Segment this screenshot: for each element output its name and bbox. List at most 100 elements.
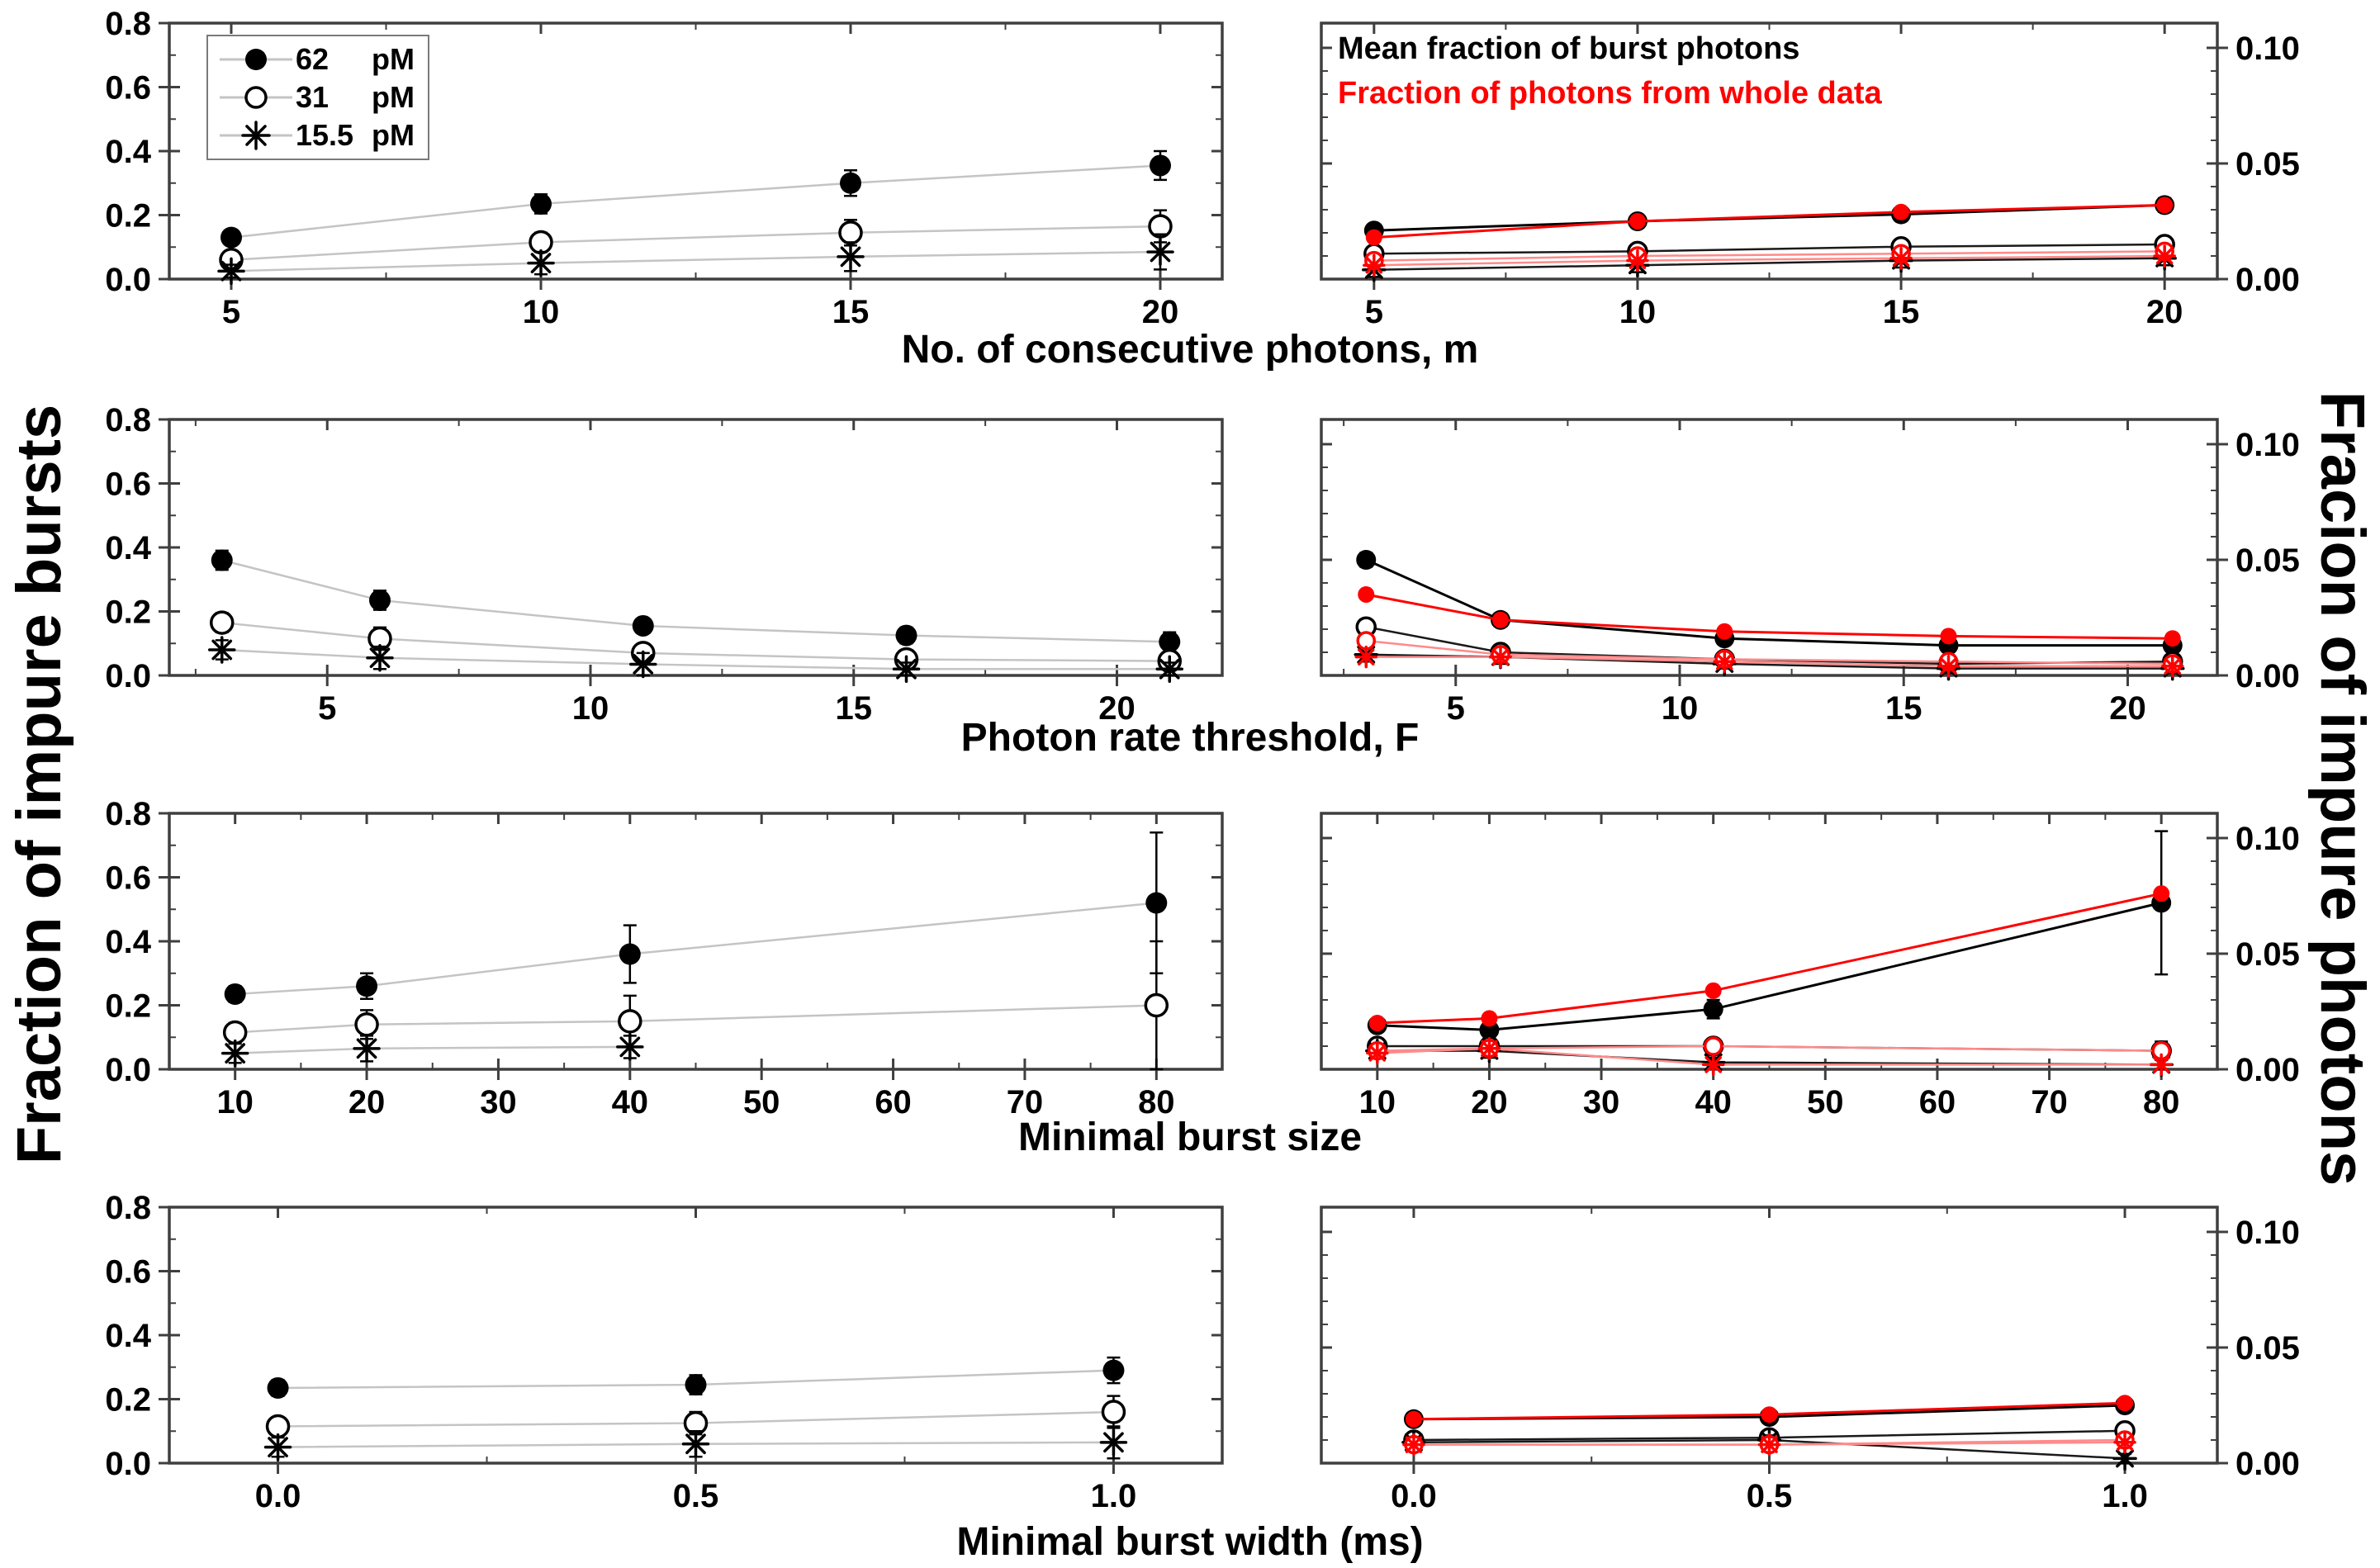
svg-text:0.4: 0.4 (105, 1318, 151, 1354)
svg-text:0.4: 0.4 (105, 530, 151, 566)
svg-text:10: 10 (1619, 294, 1657, 330)
svg-text:20: 20 (348, 1084, 386, 1120)
svg-text:70: 70 (2031, 1084, 2068, 1120)
svg-text:0.0: 0.0 (1391, 1478, 1437, 1514)
left-y-axis-title: Fraction of impure bursts (4, 404, 74, 1165)
x-axis-title-row1: No. of consecutive photons, m (901, 328, 1479, 372)
svg-text:5: 5 (1447, 690, 1465, 727)
svg-text:0.2: 0.2 (105, 1382, 151, 1419)
chart-row2-left: 5 10 15 20 0.0 0.2 0.4 0.6 0.8 (105, 402, 1224, 727)
legend-unit: pM (372, 118, 415, 152)
svg-text:0.00: 0.00 (2235, 262, 2300, 298)
right-y-axis-title: Fracion of impure photons (2307, 391, 2378, 1187)
svg-text:0.0: 0.0 (105, 1446, 151, 1482)
svg-text:70: 70 (1007, 1084, 1044, 1120)
svg-text:0.00: 0.00 (2235, 658, 2300, 694)
svg-text:0.05: 0.05 (2235, 146, 2300, 182)
svg-text:30: 30 (480, 1084, 517, 1120)
svg-text:1.0: 1.0 (2102, 1478, 2148, 1514)
svg-text:0.05: 0.05 (2235, 936, 2300, 973)
svg-text:10: 10 (572, 690, 609, 727)
svg-text:0.2: 0.2 (105, 198, 151, 234)
svg-text:20: 20 (1471, 1084, 1508, 1120)
asterisk-icon (220, 121, 292, 150)
legend-label: 62 (296, 42, 330, 76)
svg-text:60: 60 (1919, 1084, 1956, 1120)
legend-unit: pM (372, 42, 415, 76)
svg-text:20: 20 (2109, 690, 2146, 727)
x-axis-title-row4: Minimal burst width (ms) (956, 1520, 1424, 1564)
svg-text:10: 10 (1662, 690, 1699, 727)
svg-text:0.6: 0.6 (105, 860, 151, 897)
chart-row1-right: 5 10 15 20 0.00 0.05 0.10 (1320, 21, 2300, 330)
annotation-burst-photons: Mean fraction of burst photons (1338, 31, 1800, 66)
svg-text:80: 80 (2143, 1084, 2180, 1120)
svg-text:60: 60 (875, 1084, 912, 1120)
legend-item-15-5pm: 15.5 pM (216, 117, 415, 154)
svg-text:40: 40 (612, 1084, 649, 1120)
svg-text:0.6: 0.6 (105, 1254, 151, 1291)
svg-text:0.05: 0.05 (2235, 542, 2300, 579)
svg-text:0.6: 0.6 (105, 467, 151, 503)
svg-text:80: 80 (1138, 1084, 1175, 1120)
legend-item-62pm: 62 pM (216, 41, 415, 78)
svg-text:40: 40 (1695, 1084, 1732, 1120)
svg-text:0.10: 0.10 (2235, 31, 2300, 67)
chart-row4-left: 0.0 0.5 1.0 0.0 0.2 0.4 0.6 0.8 (105, 1190, 1224, 1514)
svg-text:1.0: 1.0 (1091, 1478, 1137, 1514)
svg-text:0.8: 0.8 (105, 1190, 151, 1226)
x-axis-title-row3: Minimal burst size (1017, 1116, 1363, 1159)
svg-text:0.4: 0.4 (105, 134, 151, 170)
legend: 62 pM 31 pM 15.5 pM (206, 35, 429, 160)
svg-text:0.0: 0.0 (105, 658, 151, 694)
chart-row2-right: 5 10 15 20 0.00 0.05 0.10 (1320, 418, 2300, 727)
svg-text:50: 50 (743, 1084, 780, 1120)
chart-row3-left: 10 20 30 40 50 60 70 80 0.0 0.2 0.4 0.6 0.8 (105, 796, 1224, 1120)
svg-text:10: 10 (1359, 1084, 1396, 1120)
svg-text:0.8: 0.8 (105, 6, 151, 42)
svg-text:0.0: 0.0 (105, 262, 151, 298)
svg-text:5: 5 (318, 690, 336, 727)
legend-label: 15.5 (296, 118, 354, 152)
svg-text:15: 15 (1883, 294, 1920, 330)
svg-text:0.2: 0.2 (105, 988, 151, 1025)
legend-label: 31 (296, 80, 330, 114)
svg-text:0.2: 0.2 (105, 595, 151, 631)
svg-text:0.10: 0.10 (2235, 821, 2300, 857)
svg-text:50: 50 (1807, 1084, 1844, 1120)
svg-text:0.8: 0.8 (105, 796, 151, 832)
svg-text:0.6: 0.6 (105, 70, 151, 107)
svg-text:15: 15 (836, 690, 873, 727)
chart-row1-left: 5 10 15 20 0.0 0.2 0.4 0.6 0.8 (105, 6, 1224, 330)
svg-text:0.05: 0.05 (2235, 1330, 2300, 1367)
svg-text:0.10: 0.10 (2235, 1215, 2300, 1251)
legend-unit: pM (372, 80, 415, 114)
svg-text:20: 20 (1142, 294, 1179, 330)
open-circle-icon (220, 86, 292, 109)
svg-text:5: 5 (222, 294, 240, 330)
svg-text:0.5: 0.5 (1747, 1478, 1793, 1514)
svg-text:0.00: 0.00 (2235, 1446, 2300, 1482)
svg-text:10: 10 (216, 1084, 254, 1120)
x-axis-title-row2: Photon rate threshold, F (960, 716, 1420, 760)
svg-text:0.10: 0.10 (2235, 427, 2300, 463)
svg-text:0.8: 0.8 (105, 402, 151, 438)
svg-text:30: 30 (1583, 1084, 1620, 1120)
chart-row4-right: 0.0 0.5 1.0 0.00 0.05 0.10 (1320, 1206, 2300, 1514)
svg-text:20: 20 (2146, 294, 2183, 330)
svg-text:20: 20 (1098, 690, 1135, 727)
svg-text:15: 15 (1885, 690, 1922, 727)
filled-circle-icon (220, 49, 292, 70)
svg-text:15: 15 (832, 294, 870, 330)
series-annotations: Mean fraction of burst photons Fraction … (1338, 31, 1882, 111)
svg-text:10: 10 (523, 294, 560, 330)
chart-row3-right: 10 20 30 40 50 60 70 80 0.00 0.05 0.10 (1320, 812, 2300, 1120)
annotation-whole-data: Fraction of photons from whole data (1338, 75, 1882, 111)
svg-text:0.00: 0.00 (2235, 1052, 2300, 1088)
svg-text:5: 5 (1365, 294, 1383, 330)
svg-text:0.5: 0.5 (673, 1478, 719, 1514)
svg-text:0.0: 0.0 (105, 1052, 151, 1088)
svg-text:0.4: 0.4 (105, 924, 151, 960)
svg-text:0.0: 0.0 (255, 1478, 301, 1514)
